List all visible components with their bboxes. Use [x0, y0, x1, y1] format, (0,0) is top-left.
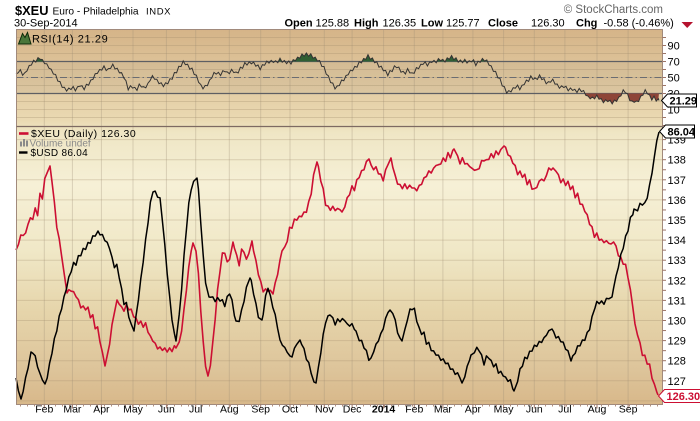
svg-text:134: 134	[668, 235, 686, 247]
svg-text:125.77: 125.77	[446, 18, 480, 30]
svg-text:Volume undef: Volume undef	[30, 139, 91, 150]
svg-text:2014: 2014	[372, 404, 396, 416]
svg-text:High: High	[354, 18, 379, 30]
svg-text:Chg: Chg	[576, 18, 597, 30]
svg-text:Apr: Apr	[465, 404, 482, 416]
svg-text:INDX: INDX	[146, 7, 171, 18]
svg-text:Euro - Philadelphia: Euro - Philadelphia	[53, 7, 139, 18]
svg-text:138: 138	[668, 155, 686, 167]
svg-text:Oct: Oct	[282, 404, 298, 416]
svg-text:Close: Close	[488, 18, 518, 30]
svg-text:50: 50	[668, 73, 680, 85]
svg-text:May: May	[494, 404, 515, 416]
svg-text:Mar: Mar	[63, 404, 82, 416]
svg-text:126.35: 126.35	[383, 18, 417, 30]
svg-text:131: 131	[668, 295, 686, 307]
svg-text:126.30: 126.30	[667, 391, 700, 403]
svg-text:Sep: Sep	[619, 404, 638, 416]
svg-text:Feb: Feb	[405, 404, 423, 416]
svg-text:$XEU (Daily) 126.30: $XEU (Daily) 126.30	[31, 128, 136, 140]
svg-text:90: 90	[668, 41, 680, 53]
svg-text:Jul: Jul	[558, 404, 571, 416]
svg-text:133: 133	[668, 255, 686, 267]
svg-text:Jun: Jun	[158, 404, 175, 416]
svg-text:Jun: Jun	[526, 404, 543, 416]
svg-text:136: 136	[668, 195, 686, 207]
svg-text:May: May	[123, 404, 144, 416]
svg-text:Sep: Sep	[251, 404, 270, 416]
svg-text:RSI(14) 21.29: RSI(14) 21.29	[32, 34, 108, 46]
svg-text:$XEU: $XEU	[15, 3, 48, 18]
svg-text:21.29: 21.29	[670, 96, 698, 108]
svg-text:Low: Low	[421, 18, 443, 30]
svg-text:70: 70	[668, 57, 680, 69]
svg-text:Mar: Mar	[434, 404, 453, 416]
svg-text:127: 127	[668, 376, 686, 388]
svg-text:Jul: Jul	[189, 404, 202, 416]
svg-text:Nov: Nov	[315, 404, 334, 416]
svg-text:132: 132	[668, 275, 686, 287]
svg-text:30-Sep-2014: 30-Sep-2014	[14, 18, 78, 30]
svg-text:Aug: Aug	[220, 404, 239, 416]
svg-text:86.04: 86.04	[668, 127, 696, 139]
svg-text:$USD 86.04: $USD 86.04	[31, 148, 89, 159]
svg-text:128: 128	[668, 356, 686, 368]
svg-text:125.88: 125.88	[316, 18, 350, 30]
svg-text:© StockCharts.com: © StockCharts.com	[564, 4, 663, 16]
svg-text:126.30: 126.30	[531, 18, 565, 30]
svg-text:135: 135	[668, 215, 686, 227]
svg-text:129: 129	[668, 336, 686, 348]
svg-text:137: 137	[668, 175, 686, 187]
svg-text:Apr: Apr	[93, 404, 110, 416]
svg-text:Open: Open	[285, 18, 313, 30]
svg-text:Dec: Dec	[343, 404, 362, 416]
svg-text:130: 130	[668, 316, 686, 328]
svg-text:-0.58 (-0.46%): -0.58 (-0.46%)	[604, 18, 674, 30]
svg-text:Aug: Aug	[588, 404, 607, 416]
svg-text:Feb: Feb	[35, 404, 53, 416]
